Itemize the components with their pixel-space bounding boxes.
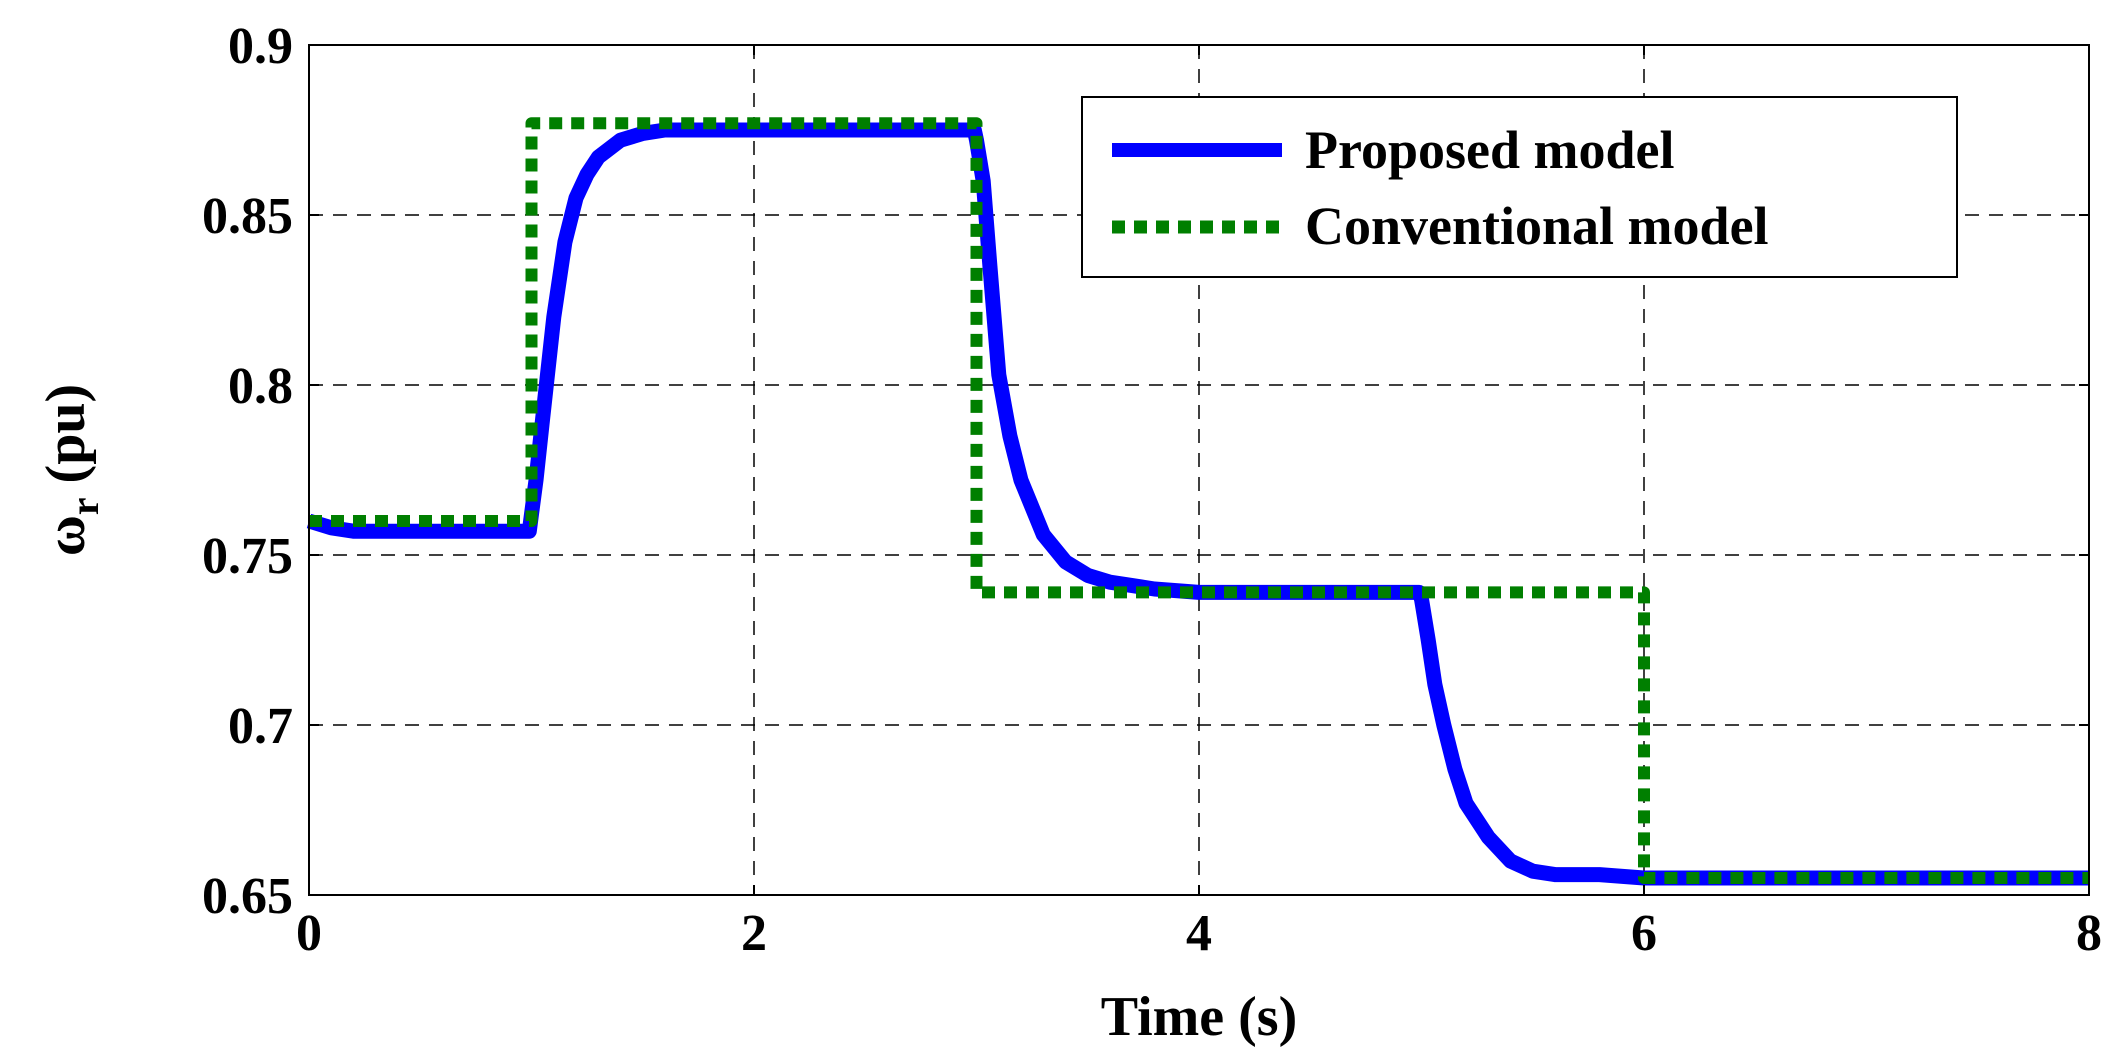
y-tick-label: 0.65 (202, 868, 293, 925)
x-tick-label: 4 (1186, 905, 1212, 962)
series-layer (306, 117, 2089, 886)
y-tick-labels: 0.65 0.7 0.75 0.8 0.85 0.9 (202, 18, 293, 925)
legend: Proposed model Conventional model (1081, 96, 1958, 278)
y-axis-subscript: r (62, 497, 107, 515)
legend-label-proposed: Proposed model (1305, 120, 1675, 180)
legend-label-conventional: Conventional model (1305, 196, 1769, 256)
tick-marks (308, 44, 2090, 896)
y-axis-unit: (pu) (35, 384, 97, 498)
y-tick-label: 0.7 (228, 698, 293, 755)
x-tick-label: 6 (1631, 905, 1657, 962)
x-tick-labels: 0 2 4 6 8 (296, 905, 2102, 962)
x-tick-label: 2 (741, 905, 767, 962)
x-tick-label: 8 (2076, 905, 2102, 962)
x-tick-label: 0 (296, 905, 322, 962)
y-tick-label: 0.9 (228, 18, 293, 75)
legend-box (1081, 96, 1958, 278)
x-axis-label: Time (s) (1101, 986, 1298, 1048)
y-axis-symbol: ω (35, 515, 97, 556)
series-proposed-line (306, 122, 2089, 886)
y-tick-label: 0.85 (202, 188, 293, 245)
y-tick-label: 0.8 (228, 358, 293, 415)
y-axis-label: ωr (pu) (35, 384, 107, 556)
y-tick-label: 0.75 (202, 528, 293, 585)
series-conventional-line (309, 117, 2089, 884)
